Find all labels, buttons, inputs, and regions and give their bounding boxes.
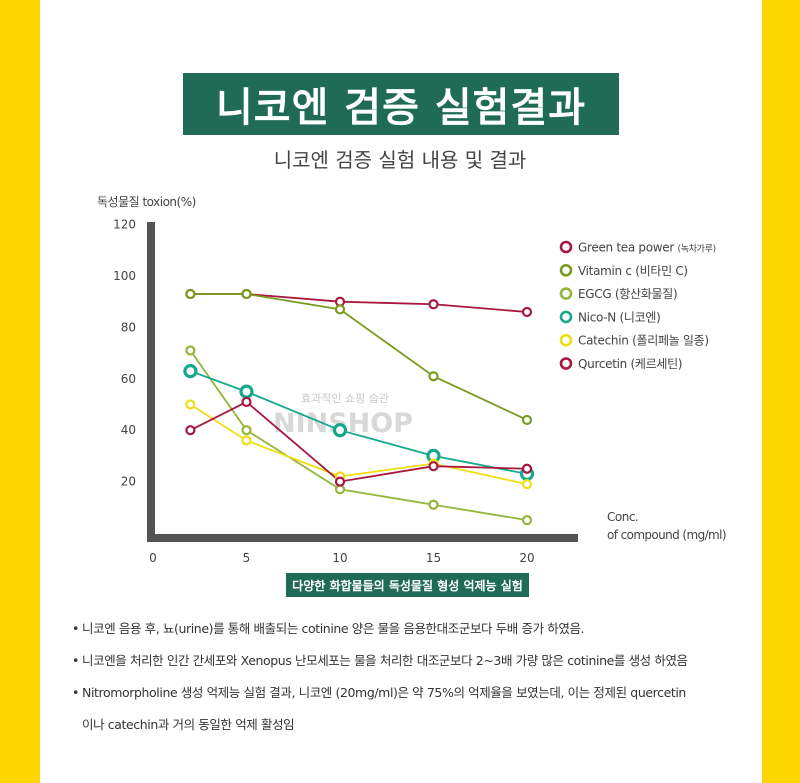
note-text: 니코엔을 처리한 인간 간세포와 Xenopus 난모세포는 물을 처리한 대조… [82,653,688,668]
data-point [185,288,196,300]
note-text: 이나 catechin과 거의 동일한 억제 활성임 [82,717,295,732]
note-item: • 니코엔을 처리한 인간 간세포와 Xenopus 난모세포는 물을 처리한 대… [72,652,762,684]
bullet: • [72,621,79,636]
y-tick-label: 100 [113,269,136,283]
data-point [334,304,346,315]
data-point [241,425,252,436]
data-point [185,345,196,356]
page-subtitle: 니코엔 검증 실험 내용 및 결과 [273,148,527,172]
legend-label: Catechin (폴리페놀 일종) [578,334,709,348]
y-tick-label: 40 [121,423,136,437]
y-axis-line [147,222,155,542]
data-point [521,414,533,426]
note-text: 니코엔 음용 후, 뇨(urine)를 통해 배출되는 cotinine 양은 … [82,621,585,636]
data-point [185,425,196,436]
y-tick-label: 60 [121,372,136,386]
x-tick-label: 15 [426,551,441,565]
data-point [428,461,439,472]
legend-marker [559,310,573,324]
x-axis-line [147,534,578,542]
note-item: 이나 catechin과 거의 동일한 억제 활성임 [72,716,762,748]
data-point [241,288,252,300]
notes: • 니코엔 음용 후, 뇨(urine)를 통해 배출되는 cotinine 양은… [72,620,762,748]
series-line [190,293,528,313]
data-point [521,515,533,526]
legend-marker [559,287,573,300]
legend-label: Qurcetin (케르세틴) [578,357,682,371]
y-tick-label: 20 [121,475,136,489]
legend-marker [559,357,573,370]
data-point [241,396,252,408]
x-tick-label: 20 [519,551,534,565]
note-item: • Nitromorpholine 생성 억제능 실험 결과, 니코엔 (20mg… [72,684,762,716]
bullet: • [72,685,79,700]
data-point [428,499,439,510]
y-tick-label: 120 [113,218,136,232]
data-point [428,371,439,382]
legend-label: Green tea power (녹차가루) [578,241,716,255]
watermark-text: 효과적인 쇼핑 습관 [301,392,389,405]
data-point [428,299,439,310]
data-point [185,399,196,410]
data-point [521,479,533,490]
data-point [241,435,252,446]
y-axis-label: 독성물질 toxion(%) [97,195,196,209]
data-point [332,423,348,438]
x-axis-label: Conc. [607,510,638,524]
x-tick-label: 0 [149,551,157,565]
x-tick-label: 10 [332,551,347,565]
x-tick-label: 5 [243,551,251,565]
legend-marker [559,240,573,254]
note-text: Nitromorpholine 생성 억제능 실험 결과, 니코엔 (20mg/… [82,685,686,700]
legend-label: Nico-N (니코엔) [578,310,660,324]
data-point [183,363,198,379]
data-point [334,476,346,487]
data-point [521,463,533,474]
legend-label: Vitamin c (비타민 C) [578,264,688,278]
bullet: • [72,653,79,668]
page-title: 니코엔 검증 실험결과 [183,73,619,135]
legend-marker [559,263,573,277]
legend-marker [559,333,573,347]
x-axis-label: of compound (mg/ml) [607,528,726,542]
legend-label: EGCG (항산화물질) [578,287,677,301]
data-point [521,306,533,318]
note-item: • 니코엔 음용 후, 뇨(urine)를 통해 배출되는 cotinine 양은… [72,620,762,652]
data-point [239,384,254,399]
y-tick-label: 80 [121,320,136,334]
chart-caption: 다양한 화합물들의 독성물질 형성 억제능 실험 [286,573,529,597]
